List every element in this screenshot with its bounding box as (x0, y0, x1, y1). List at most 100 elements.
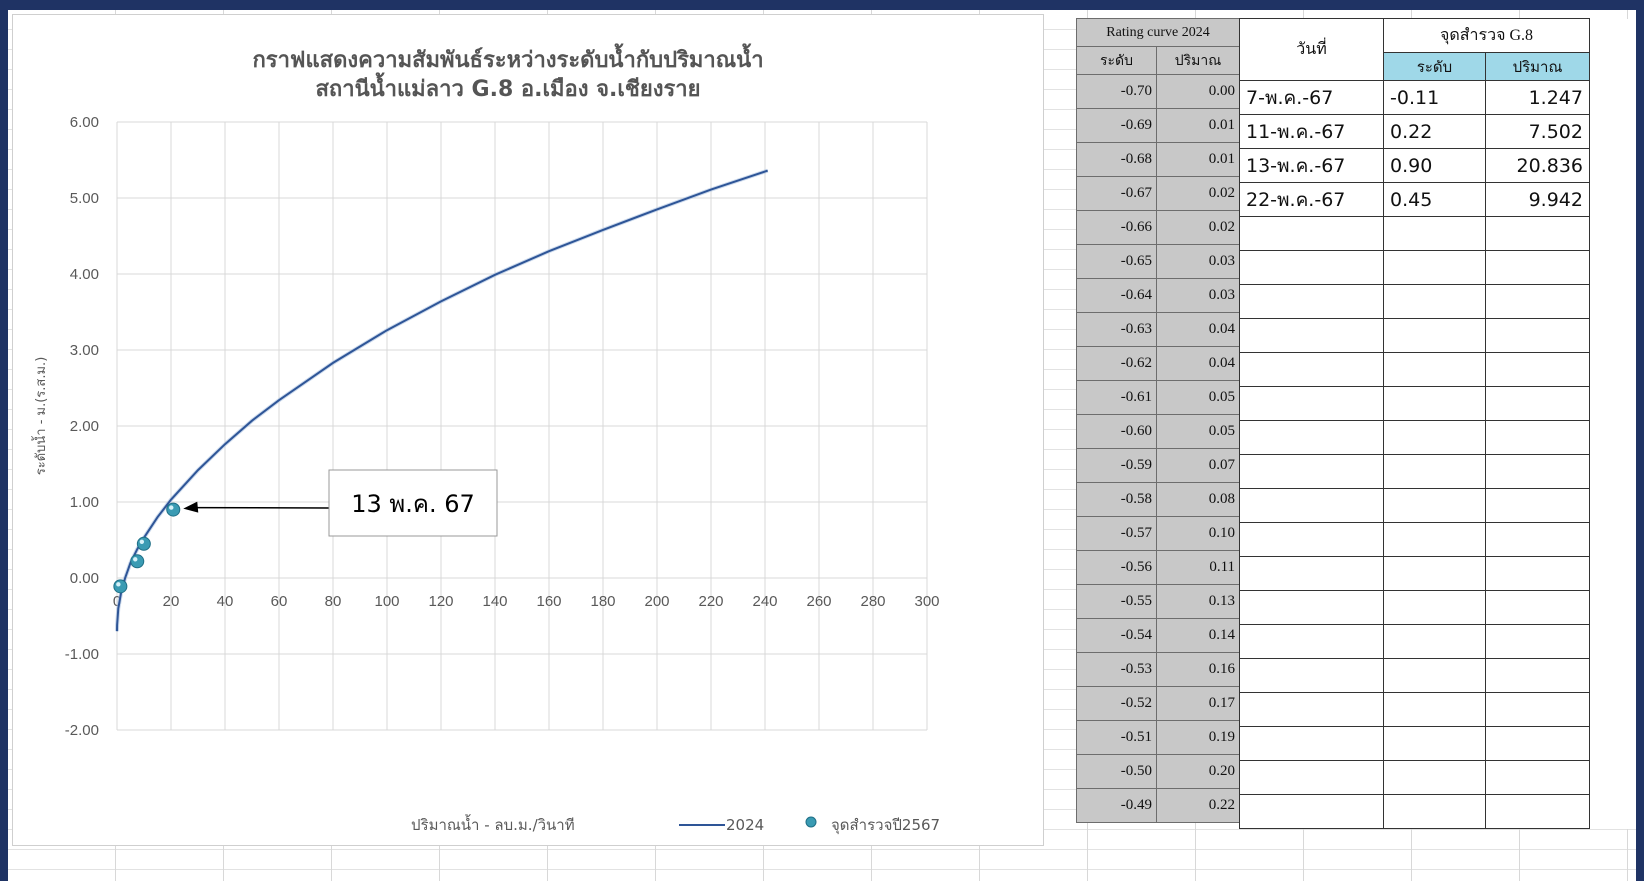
empty-cell (1485, 216, 1590, 251)
table-row: -0.55 0.13 (1076, 584, 1241, 619)
empty-cell (1485, 522, 1590, 557)
y-axis-label: ระดับน้ำ - ม.(ร.ส.ม.) (31, 357, 49, 476)
rating-level-cell: -0.50 (1076, 754, 1157, 789)
empty-cell (1383, 386, 1486, 421)
rating-level-cell: -0.67 (1076, 176, 1157, 211)
survey-group-header-row: วันที่ จุดสำรวจ G.8 (1239, 18, 1636, 81)
empty-cell (1589, 590, 1636, 625)
rating-flow-cell: 0.00 (1155, 74, 1241, 109)
empty-cell (1239, 522, 1384, 557)
table-row: -0.52 0.17 (1076, 686, 1241, 721)
survey-sub-header-row: ระดับ ปริมาณ (1240, 52, 1637, 81)
rating-flow-cell: 0.05 (1155, 380, 1241, 415)
empty-cell (1485, 692, 1590, 727)
empty-cell (1589, 420, 1636, 455)
empty-cell (1239, 624, 1384, 659)
empty-cell (1383, 454, 1486, 489)
chart-area[interactable]: กราฟแสดงความสัมพันธ์ระหว่างระดับน้ำกับปร… (12, 14, 1044, 846)
empty-cell (1485, 794, 1590, 829)
empty-cell (1239, 794, 1384, 829)
empty-cell (1589, 658, 1636, 693)
x-tick-label: 0 (113, 593, 121, 610)
table-row: -0.56 0.11 (1076, 550, 1241, 585)
table-row: -0.65 0.03 (1076, 244, 1241, 279)
rating-curve-chart: กราฟแสดงความสัมพันธ์ระหว่างระดับน้ำกับปร… (31, 43, 940, 835)
rating-flow-cell: 0.05 (1155, 414, 1241, 449)
empty-cell (1383, 318, 1486, 353)
rating-flow-cell: 0.20 (1155, 754, 1241, 789)
rating-level-cell: -0.69 (1076, 108, 1157, 143)
empty-row (1239, 284, 1636, 319)
empty-cell (1589, 794, 1636, 829)
empty-row (1239, 216, 1636, 251)
y-tick-label: -2.00 (65, 722, 99, 739)
rating-level-cell: -0.54 (1076, 618, 1157, 653)
empty-cell (1589, 692, 1636, 727)
x-tick-label: 120 (428, 593, 453, 610)
empty-cell (1239, 284, 1384, 319)
empty-cell (1239, 386, 1384, 421)
rating-flow-cell: 0.02 (1155, 210, 1241, 245)
survey-date-cell: 7-พ.ค.-67 (1239, 80, 1384, 115)
empty-cell (1589, 114, 1636, 149)
rating-flow-cell: 0.13 (1155, 584, 1241, 619)
rating-level-cell: -0.64 (1076, 278, 1157, 313)
empty-row (1239, 522, 1636, 557)
survey-table: วันที่ จุดสำรวจ G.8 ระดับ ปริมาณ 7-พ.ค.-67 -0… (1239, 18, 1636, 829)
rating-header-cell: ระดับ (1076, 46, 1157, 75)
empty-cell (1589, 148, 1636, 183)
survey-date-cell: 13-พ.ค.-67 (1239, 148, 1384, 183)
survey-point-highlight (139, 539, 145, 544)
empty-cell (1589, 18, 1636, 81)
x-tick-label: 160 (536, 593, 561, 610)
rating-flow-cell: 0.17 (1155, 686, 1241, 721)
table-row: -0.67 0.02 (1076, 176, 1241, 211)
empty-cell (1239, 488, 1384, 523)
table-row: -0.66 0.02 (1076, 210, 1241, 245)
legend-marker-swatch (805, 816, 817, 828)
survey-flow-cell: 9.942 (1485, 182, 1590, 217)
rating-flow-cell: 0.22 (1155, 788, 1241, 823)
empty-cell (1589, 522, 1636, 557)
rating-flow-cell: 0.04 (1155, 312, 1241, 347)
empty-cell (1485, 386, 1590, 421)
survey-date-header: วันที่ (1239, 18, 1384, 81)
table-row: 7-พ.ค.-67 -0.11 1.247 (1239, 80, 1636, 115)
empty-row (1239, 556, 1636, 591)
empty-cell (1589, 182, 1636, 217)
survey-point-highlight (169, 505, 174, 510)
empty-cell (1485, 250, 1590, 285)
survey-group-header: จุดสำรวจ G.8 (1383, 18, 1590, 53)
legend-label-2024: 2024 (726, 816, 764, 834)
table-row: -0.70 0.00 (1076, 74, 1241, 109)
table-row: -0.49 0.22 (1076, 788, 1241, 823)
rating-level-cell: -0.49 (1076, 788, 1157, 823)
empty-cell (1589, 726, 1636, 761)
table-row: -0.64 0.03 (1076, 278, 1241, 313)
rating-level-cell: -0.62 (1076, 346, 1157, 381)
table-row: -0.69 0.01 (1076, 108, 1241, 143)
empty-cell (1485, 658, 1590, 693)
empty-cell (1485, 284, 1590, 319)
empty-cell (1383, 794, 1486, 829)
table-row: -0.53 0.16 (1076, 652, 1241, 687)
survey-level-header: ระดับ (1383, 52, 1486, 81)
empty-cell (1485, 420, 1590, 455)
survey-date-cell: 22-พ.ค.-67 (1239, 182, 1384, 217)
survey-flow-cell: 7.502 (1485, 114, 1590, 149)
series-2024-shadow (115, 168, 769, 632)
rating-level-cell: -0.61 (1076, 380, 1157, 415)
x-tick-label: 220 (698, 593, 723, 610)
y-tick-label: 3.00 (70, 342, 99, 359)
y-tick-label: 4.00 (70, 266, 99, 283)
callout-arrow-head (183, 501, 199, 513)
table-row: -0.54 0.14 (1076, 618, 1241, 653)
empty-row (1239, 318, 1636, 353)
rating-flow-cell: 0.01 (1155, 108, 1241, 143)
empty-cell (1383, 488, 1486, 523)
empty-cell (1485, 590, 1590, 625)
series-2024-line (116, 169, 769, 632)
survey-point (130, 554, 145, 569)
empty-cell (1589, 216, 1636, 251)
survey-point (136, 536, 151, 551)
